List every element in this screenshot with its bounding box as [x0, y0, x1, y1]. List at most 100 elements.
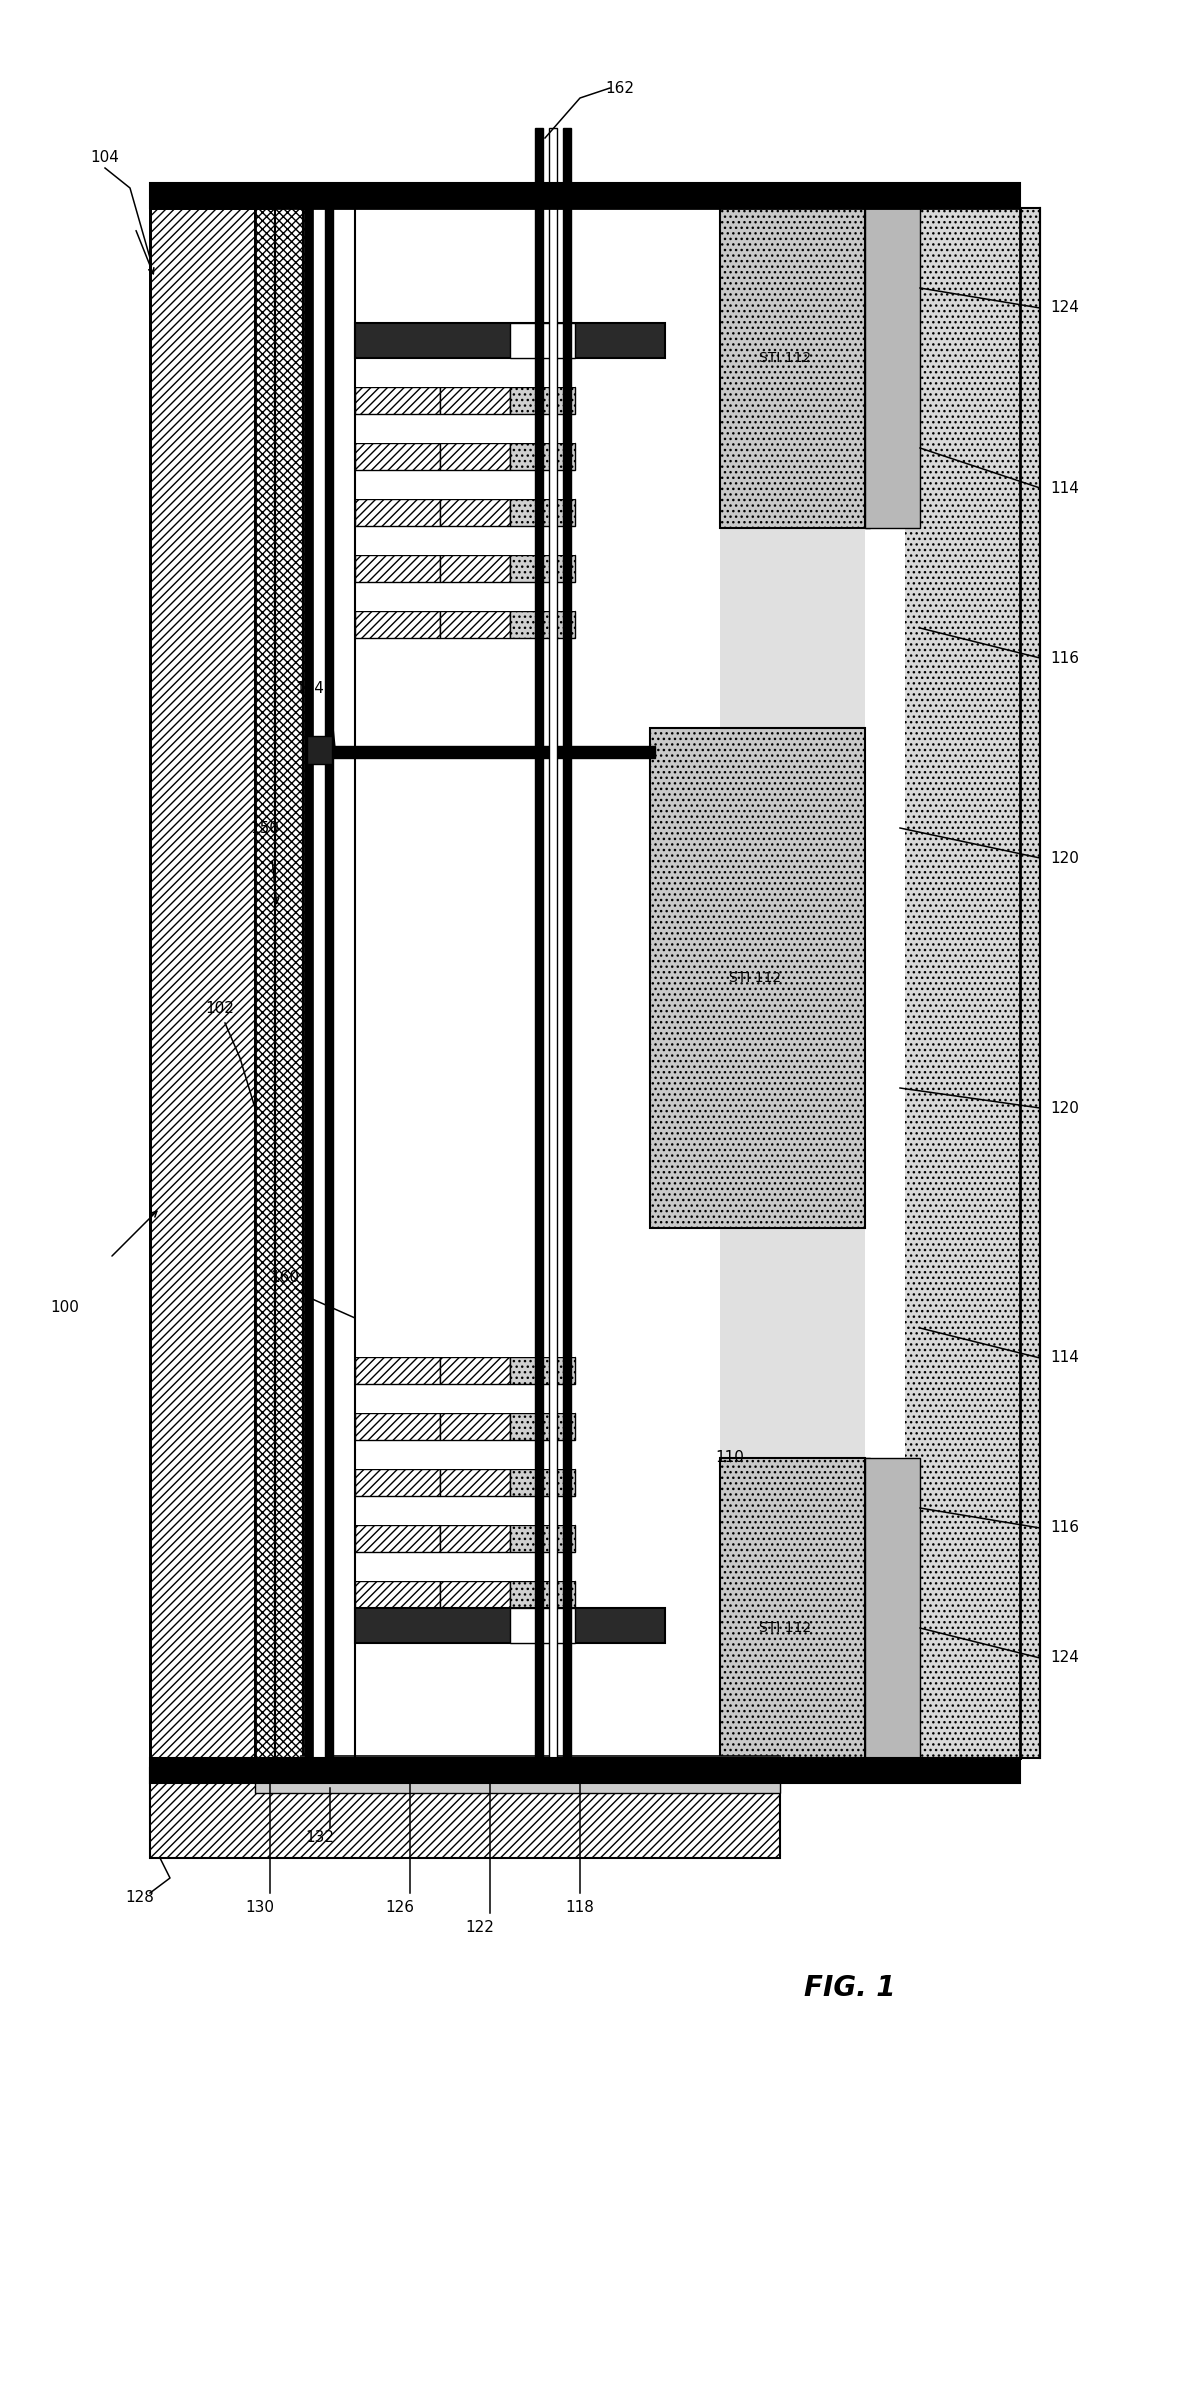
Bar — [355, 1469, 440, 1495]
Bar — [865, 207, 1041, 1758]
Text: 154: 154 — [295, 681, 324, 696]
Bar — [355, 1553, 575, 1582]
Bar — [355, 583, 575, 612]
Bar — [150, 1767, 780, 1859]
Bar — [563, 128, 570, 1758]
Text: 122: 122 — [465, 1922, 494, 1936]
Text: 120: 120 — [1050, 1100, 1079, 1115]
Bar — [325, 207, 332, 1758]
Bar — [509, 556, 575, 583]
Text: 102: 102 — [206, 999, 234, 1016]
Bar — [440, 556, 509, 583]
Bar — [720, 207, 865, 527]
Bar — [355, 1495, 575, 1524]
Bar — [355, 1358, 440, 1385]
Bar — [355, 443, 440, 470]
Bar — [535, 128, 543, 1758]
Bar — [509, 443, 575, 470]
Text: 162: 162 — [605, 79, 635, 96]
Text: 118: 118 — [566, 1900, 594, 1914]
Text: 160: 160 — [270, 1271, 299, 1286]
Bar — [355, 612, 440, 638]
Bar — [275, 207, 303, 1758]
Bar — [865, 207, 920, 527]
Bar — [440, 498, 509, 525]
Bar — [300, 1770, 780, 1777]
Bar — [355, 1524, 440, 1553]
Text: 130: 130 — [245, 1900, 275, 1914]
Bar — [440, 1582, 509, 1609]
Text: 116: 116 — [1050, 650, 1079, 665]
Text: 110: 110 — [715, 1450, 744, 1466]
Bar — [150, 1758, 1020, 1782]
Text: 114: 114 — [1050, 482, 1079, 496]
Bar — [355, 1327, 575, 1358]
Bar — [255, 1772, 780, 1794]
Bar — [307, 737, 332, 763]
Bar — [355, 359, 575, 388]
Text: 128: 128 — [126, 1890, 154, 1905]
Bar — [549, 128, 557, 1758]
Bar — [300, 1763, 780, 1770]
Bar — [355, 207, 905, 1758]
Bar — [355, 556, 440, 583]
Bar — [440, 1358, 509, 1385]
Bar — [440, 443, 509, 470]
Text: 124: 124 — [1050, 1649, 1079, 1666]
Bar — [649, 727, 865, 1228]
Bar — [355, 414, 575, 443]
Bar — [355, 1440, 575, 1469]
Text: 132: 132 — [305, 1830, 335, 1845]
Text: 116: 116 — [1050, 1519, 1079, 1536]
Bar — [355, 388, 440, 414]
Text: 126: 126 — [385, 1900, 415, 1914]
Bar — [509, 1469, 575, 1495]
Bar — [865, 1457, 920, 1758]
Bar — [720, 527, 865, 727]
Bar — [255, 1758, 780, 1772]
Bar — [509, 498, 575, 525]
Bar — [865, 207, 869, 527]
Bar — [509, 612, 575, 638]
Bar — [440, 388, 509, 414]
Text: 114: 114 — [1050, 1351, 1079, 1365]
Bar — [355, 1582, 440, 1609]
Text: STI 112: STI 112 — [759, 1621, 811, 1635]
Bar — [355, 1609, 665, 1642]
Bar — [720, 1228, 865, 1457]
Bar — [509, 323, 575, 359]
Bar — [255, 207, 305, 1758]
Bar — [355, 525, 575, 556]
Text: 104: 104 — [91, 149, 120, 166]
Bar — [313, 207, 325, 1758]
Bar — [509, 1413, 575, 1440]
Bar — [509, 1358, 575, 1385]
Text: 100: 100 — [50, 1300, 79, 1315]
Bar — [440, 612, 509, 638]
Bar — [150, 207, 255, 1758]
Bar — [440, 1413, 509, 1440]
Bar — [865, 1457, 869, 1758]
Bar — [440, 1469, 509, 1495]
Bar — [150, 183, 1020, 207]
Bar — [509, 1609, 575, 1642]
Bar — [509, 388, 575, 414]
Bar — [300, 1755, 780, 1763]
Text: 124: 124 — [1050, 301, 1079, 315]
Bar — [305, 207, 313, 1758]
Text: 120: 120 — [1050, 850, 1079, 864]
Bar — [355, 1385, 575, 1413]
Text: 150: 150 — [251, 821, 280, 836]
Bar — [355, 323, 665, 359]
Text: STI 112: STI 112 — [759, 352, 811, 366]
Bar — [305, 746, 655, 759]
Bar — [355, 1413, 440, 1440]
Bar — [720, 1457, 865, 1758]
Bar — [509, 1582, 575, 1609]
Text: FIG. 1: FIG. 1 — [804, 1975, 896, 2001]
Bar — [440, 1524, 509, 1553]
Bar — [509, 1524, 575, 1553]
Bar — [355, 498, 440, 525]
Bar — [355, 470, 575, 498]
Text: STI 112: STI 112 — [728, 970, 781, 985]
